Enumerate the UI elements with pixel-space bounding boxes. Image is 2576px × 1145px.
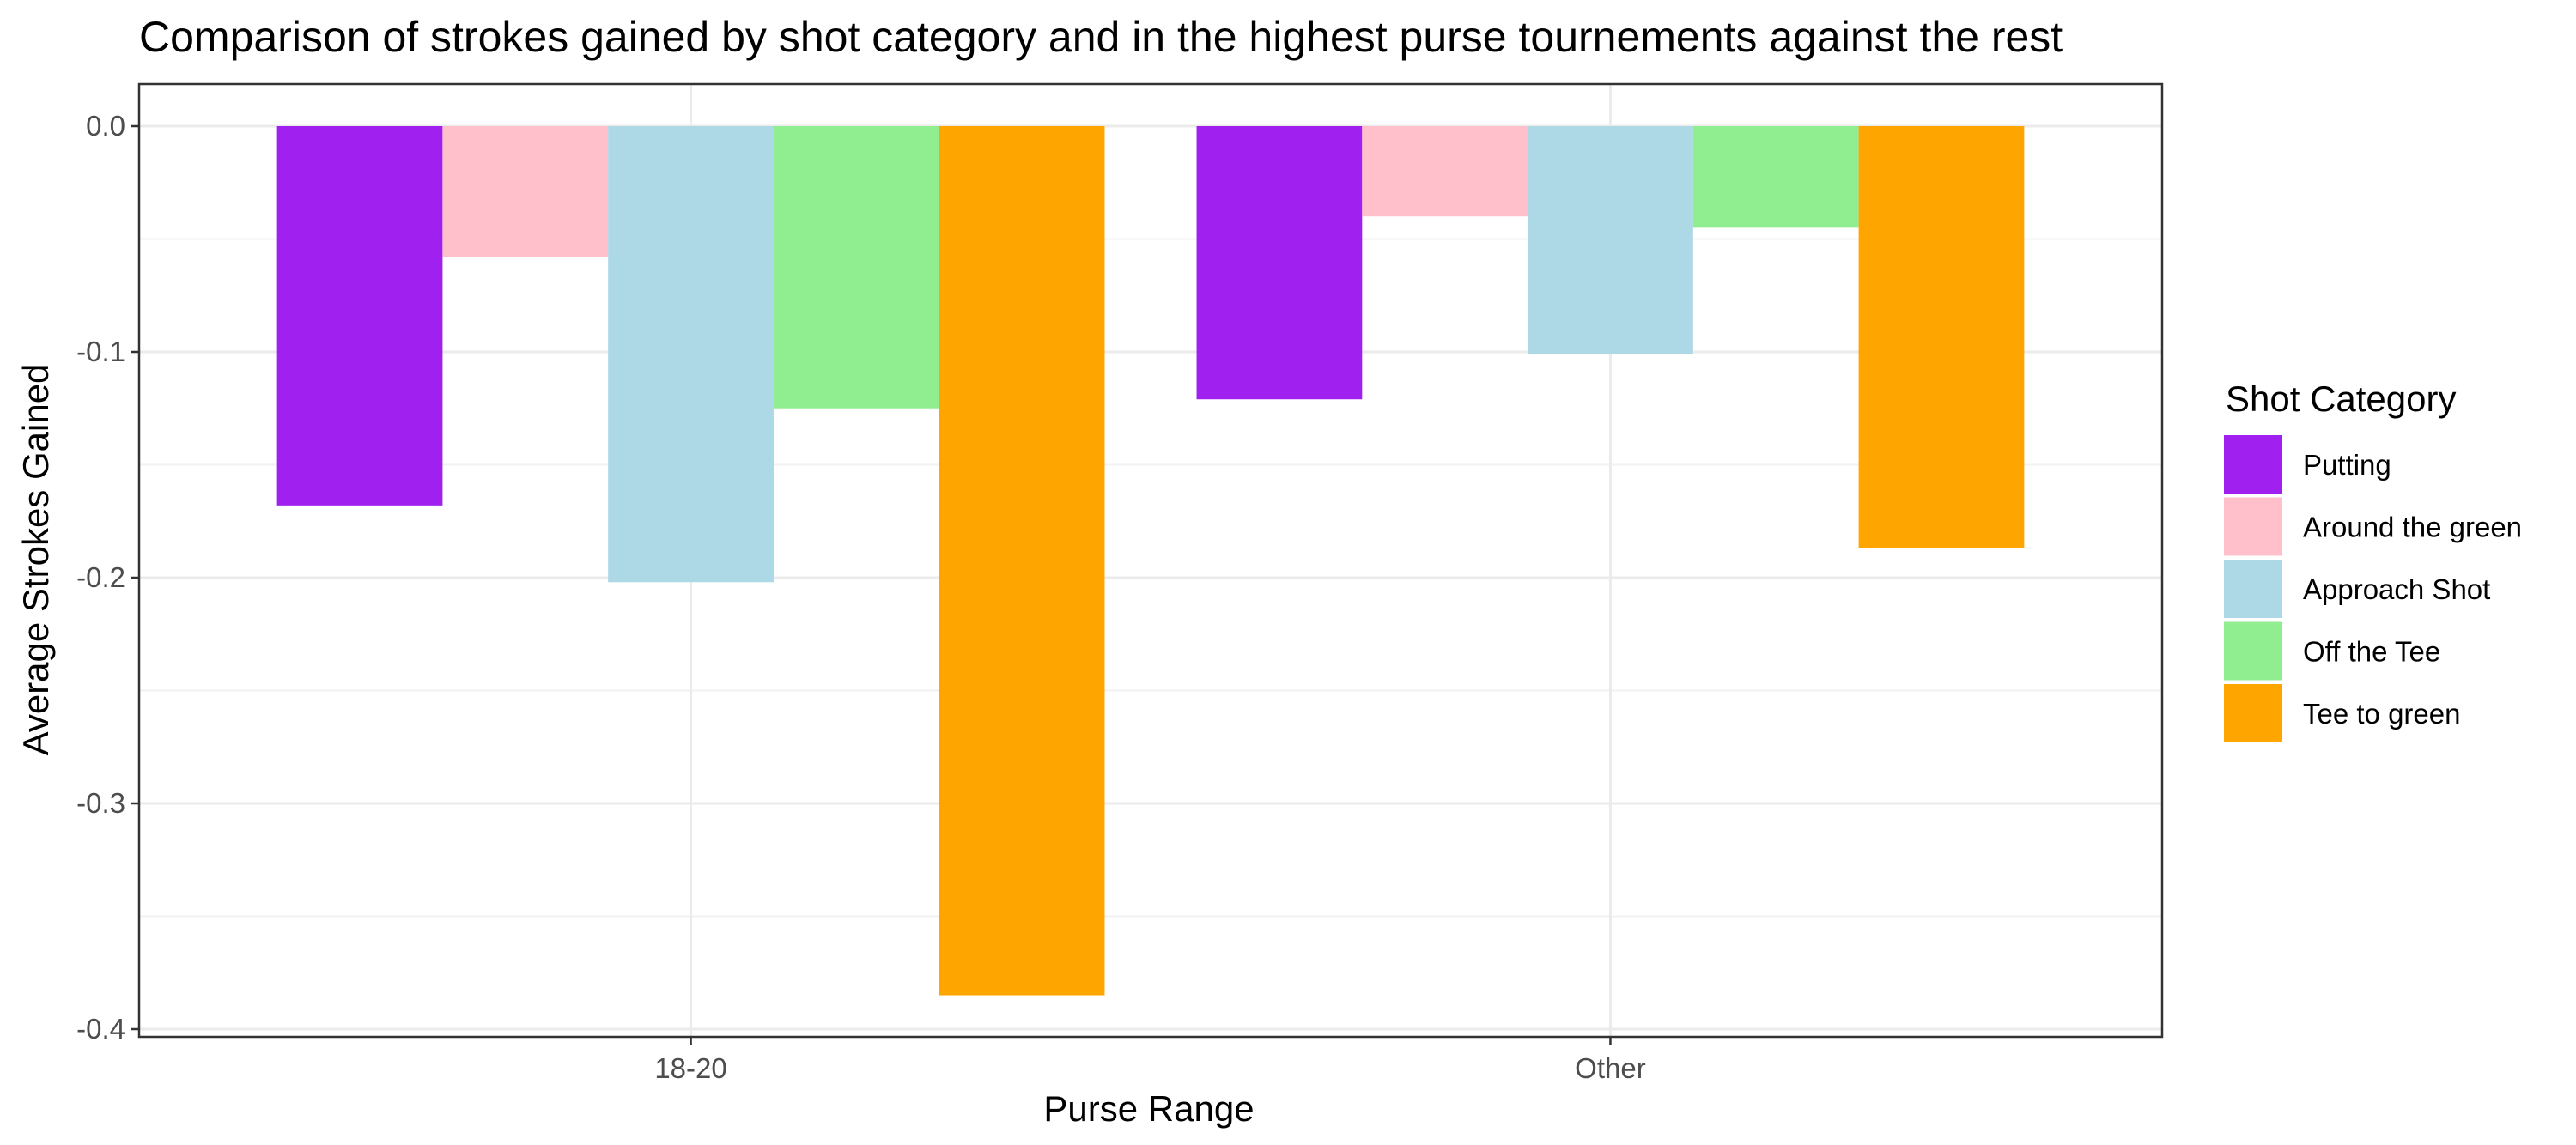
legend-key-approach-shot	[2224, 560, 2282, 618]
bar-around-the-green-other	[1362, 126, 1528, 217]
legend-title: Shot Category	[2226, 379, 2457, 419]
y-tick-label: -0.4	[76, 1013, 125, 1045]
bar-off-the-tee-18-20	[773, 126, 939, 409]
legend: Shot Category Putting Around the green App…	[2224, 379, 2522, 742]
x-axis-title: Purse Range	[1043, 1088, 1254, 1129]
bar-tee-to-green-other	[1858, 126, 2025, 548]
legend-key-off-the-tee	[2224, 621, 2282, 681]
y-axis-title: Average Strokes Gained	[15, 364, 56, 756]
y-tick-label: -0.3	[76, 787, 125, 819]
legend-key-around-the-green	[2224, 497, 2282, 556]
legend-key-putting	[2224, 435, 2282, 494]
chart-title: Comparison of strokes gained by shot cat…	[139, 13, 2063, 61]
bar-approach-shot-18-20	[608, 126, 774, 583]
legend-label: Off the Tee	[2303, 636, 2440, 668]
legend-label: Approach Shot	[2303, 573, 2490, 605]
legend-label: Around the green	[2303, 512, 2522, 543]
x-axis: 18-20 Other	[654, 1037, 1646, 1084]
legend-key-tee-to-green	[2224, 684, 2282, 742]
y-tick-label: 0.0	[86, 110, 125, 142]
bar-off-the-tee-other	[1692, 126, 1859, 228]
y-tick-label: -0.2	[76, 561, 125, 593]
bar-putting-other	[1196, 126, 1363, 400]
y-axis: 0.0 -0.1 -0.2 -0.3 -0.4	[76, 110, 139, 1045]
panel-border	[137, 82, 2164, 1039]
legend-label: Tee to green	[2303, 698, 2460, 730]
bar-tee-to-green-18-20	[939, 126, 1105, 996]
bar-putting-18-20	[276, 126, 443, 506]
legend-label: Putting	[2303, 449, 2391, 481]
x-tick-label: 18-20	[654, 1052, 726, 1084]
bar-around-the-green-18-20	[442, 126, 609, 257]
bar-approach-shot-other	[1528, 126, 1693, 354]
x-tick-label: Other	[1575, 1052, 1646, 1084]
plot-panel	[137, 82, 2164, 1039]
y-tick-label: -0.1	[76, 336, 125, 367]
